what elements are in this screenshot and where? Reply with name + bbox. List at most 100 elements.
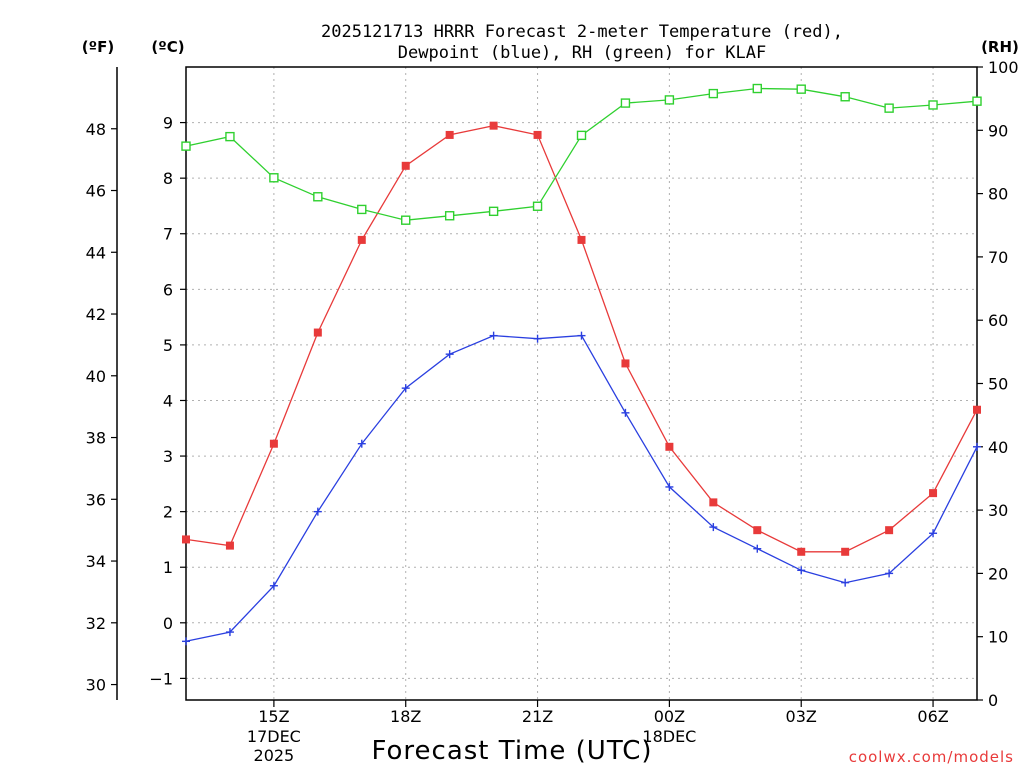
- celsius-tick-label: 4: [163, 391, 173, 410]
- rh-tick-label: 70: [988, 248, 1008, 267]
- data-point: [577, 331, 586, 340]
- fahrenheit-tick-label: 48: [86, 120, 106, 139]
- data-point: [709, 498, 718, 507]
- x-tick-label: 03Z: [786, 707, 817, 726]
- data-point: [532, 201, 543, 211]
- text-layer: 2025121713 HRRR Forecast 2-meter Tempera…: [82, 22, 1019, 766]
- data-point: [445, 350, 454, 359]
- data-point: [709, 523, 718, 532]
- series-line: [185, 334, 978, 642]
- data-point: [576, 130, 587, 141]
- axes: 30323436384042444648−1012345678901020304…: [86, 58, 1019, 765]
- celsius-tick-label: 8: [163, 169, 173, 188]
- rh-tick-label: 30: [988, 501, 1008, 520]
- data-point: [357, 439, 366, 448]
- celsius-tick-label: 9: [163, 114, 173, 133]
- data-point: [313, 328, 322, 337]
- data-point: [489, 331, 498, 340]
- data-point: [972, 96, 982, 106]
- fahrenheit-tick-label: 38: [86, 429, 106, 448]
- data-point: [225, 131, 235, 142]
- rh-tick-label: 80: [988, 185, 1008, 204]
- fahrenheit-tick-label: 46: [86, 182, 106, 201]
- data-point: [796, 84, 806, 94]
- data-point: [753, 526, 762, 535]
- fahrenheit-tick-label: 34: [86, 552, 106, 571]
- data-point: [357, 204, 367, 215]
- data-point: [665, 442, 674, 451]
- celsius-tick-label: 1: [163, 558, 173, 577]
- data-point: [181, 141, 191, 151]
- data-point: [401, 215, 411, 225]
- series-dewpoint: [182, 331, 981, 646]
- celsius-tick-label: 6: [163, 280, 173, 299]
- plot-frame: [185, 66, 978, 701]
- data-point: [269, 581, 278, 590]
- data-point: [797, 547, 806, 556]
- data-point: [841, 547, 850, 556]
- rh-tick-label: 10: [988, 628, 1008, 647]
- fahrenheit-tick-label: 42: [86, 305, 106, 324]
- data-point: [621, 408, 630, 417]
- series-layer: [181, 83, 982, 646]
- data-point: [621, 359, 630, 368]
- data-point: [444, 211, 455, 221]
- fahrenheit-tick-label: 36: [86, 490, 106, 509]
- data-point: [928, 100, 938, 110]
- data-point: [620, 98, 631, 108]
- celsius-tick-label: −1: [149, 669, 173, 688]
- data-point: [357, 235, 366, 244]
- x-tick-date: 18DEC: [642, 727, 696, 746]
- data-point: [313, 192, 323, 202]
- chart-title-line1: 2025121713 HRRR Forecast 2-meter Tempera…: [321, 22, 843, 42]
- rh-tick-label: 50: [988, 375, 1008, 394]
- fahrenheit-tick-label: 30: [86, 676, 106, 695]
- rh-tick-label: 90: [988, 121, 1008, 140]
- fahrenheit-axis-unit: (ºF): [82, 38, 114, 56]
- data-point: [577, 235, 586, 244]
- rh-tick-label: 40: [988, 438, 1008, 457]
- celsius-tick-label: 5: [163, 336, 173, 355]
- data-point: [708, 88, 719, 99]
- data-point: [182, 535, 190, 544]
- data-point: [488, 206, 499, 217]
- celsius-tick-label: 2: [163, 503, 173, 522]
- data-point: [445, 130, 454, 139]
- celsius-tick-label: 3: [163, 447, 173, 466]
- x-axis-title: Forecast Time (UTC): [371, 736, 652, 766]
- data-point: [225, 628, 234, 637]
- data-point: [489, 121, 498, 130]
- fahrenheit-tick-label: 40: [86, 367, 106, 386]
- celsius-tick-label: 0: [163, 614, 173, 633]
- watermark: coolwx.com/models: [849, 748, 1014, 766]
- data-point: [665, 482, 674, 491]
- data-point: [885, 526, 894, 535]
- series-temperature: [182, 121, 981, 556]
- rh-tick-label: 100: [988, 58, 1019, 77]
- data-point: [269, 439, 278, 448]
- fahrenheit-tick-label: 44: [86, 243, 106, 262]
- data-point: [929, 529, 938, 538]
- data-point: [401, 161, 410, 170]
- data-point: [884, 103, 894, 113]
- x-tick-year: 2025: [254, 746, 295, 765]
- data-point: [269, 173, 279, 183]
- data-point: [533, 334, 542, 343]
- x-tick-label: 21Z: [522, 707, 553, 726]
- data-point: [313, 507, 322, 516]
- data-point: [401, 384, 410, 393]
- data-point: [840, 92, 850, 102]
- data-point: [753, 544, 762, 553]
- data-point: [885, 569, 894, 578]
- x-tick-date: 17DEC: [247, 727, 301, 746]
- chart-title-line2: Dewpoint (blue), RH (green) for KLAF: [398, 43, 766, 63]
- gridlines: [186, 67, 977, 700]
- data-point: [533, 130, 542, 139]
- data-point: [929, 489, 938, 498]
- celsius-tick-label: 7: [163, 225, 173, 244]
- x-tick-label: 06Z: [917, 707, 948, 726]
- plot-area-border: [185, 66, 978, 701]
- data-point: [225, 541, 234, 550]
